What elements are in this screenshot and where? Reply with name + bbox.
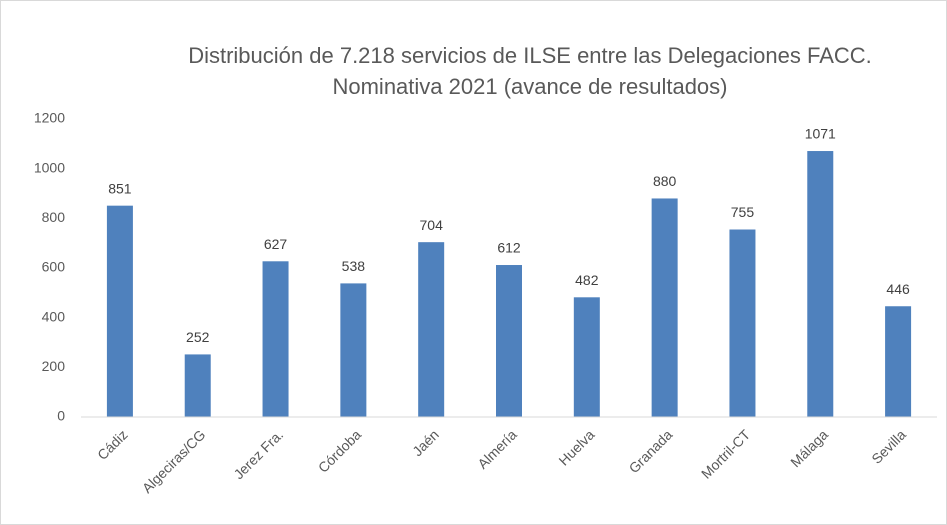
data-label: 252 bbox=[186, 329, 210, 345]
bar bbox=[885, 306, 912, 417]
bar bbox=[729, 229, 756, 417]
chart-title: Distribución de 7.218 servicios de ILSE … bbox=[188, 43, 872, 68]
y-tick-label: 1000 bbox=[34, 159, 65, 175]
data-label: 482 bbox=[575, 272, 599, 288]
data-label: 704 bbox=[420, 217, 444, 233]
data-label: 1071 bbox=[805, 126, 836, 142]
y-tick-label: 800 bbox=[42, 209, 66, 225]
data-label: 446 bbox=[886, 281, 910, 297]
bar bbox=[807, 151, 834, 417]
y-tick-label: 200 bbox=[42, 358, 66, 374]
data-label: 755 bbox=[731, 204, 755, 220]
bar bbox=[184, 354, 211, 417]
bar bbox=[418, 242, 445, 417]
bar bbox=[262, 261, 289, 417]
data-label: 538 bbox=[342, 258, 366, 274]
y-tick-label: 600 bbox=[42, 259, 66, 275]
bar bbox=[573, 297, 600, 417]
data-label: 851 bbox=[108, 180, 132, 196]
data-label: 880 bbox=[653, 173, 677, 189]
bar bbox=[651, 198, 678, 417]
y-tick-label: 400 bbox=[42, 308, 66, 324]
bar bbox=[340, 283, 367, 417]
y-tick-label: 0 bbox=[57, 408, 65, 424]
y-tick-label: 1200 bbox=[34, 110, 65, 126]
data-label: 612 bbox=[497, 240, 521, 256]
data-label: 627 bbox=[264, 236, 288, 252]
bar bbox=[496, 265, 522, 417]
bar bbox=[106, 205, 133, 417]
chart-title: Nominativa 2021 (avance de resultados) bbox=[332, 74, 727, 99]
